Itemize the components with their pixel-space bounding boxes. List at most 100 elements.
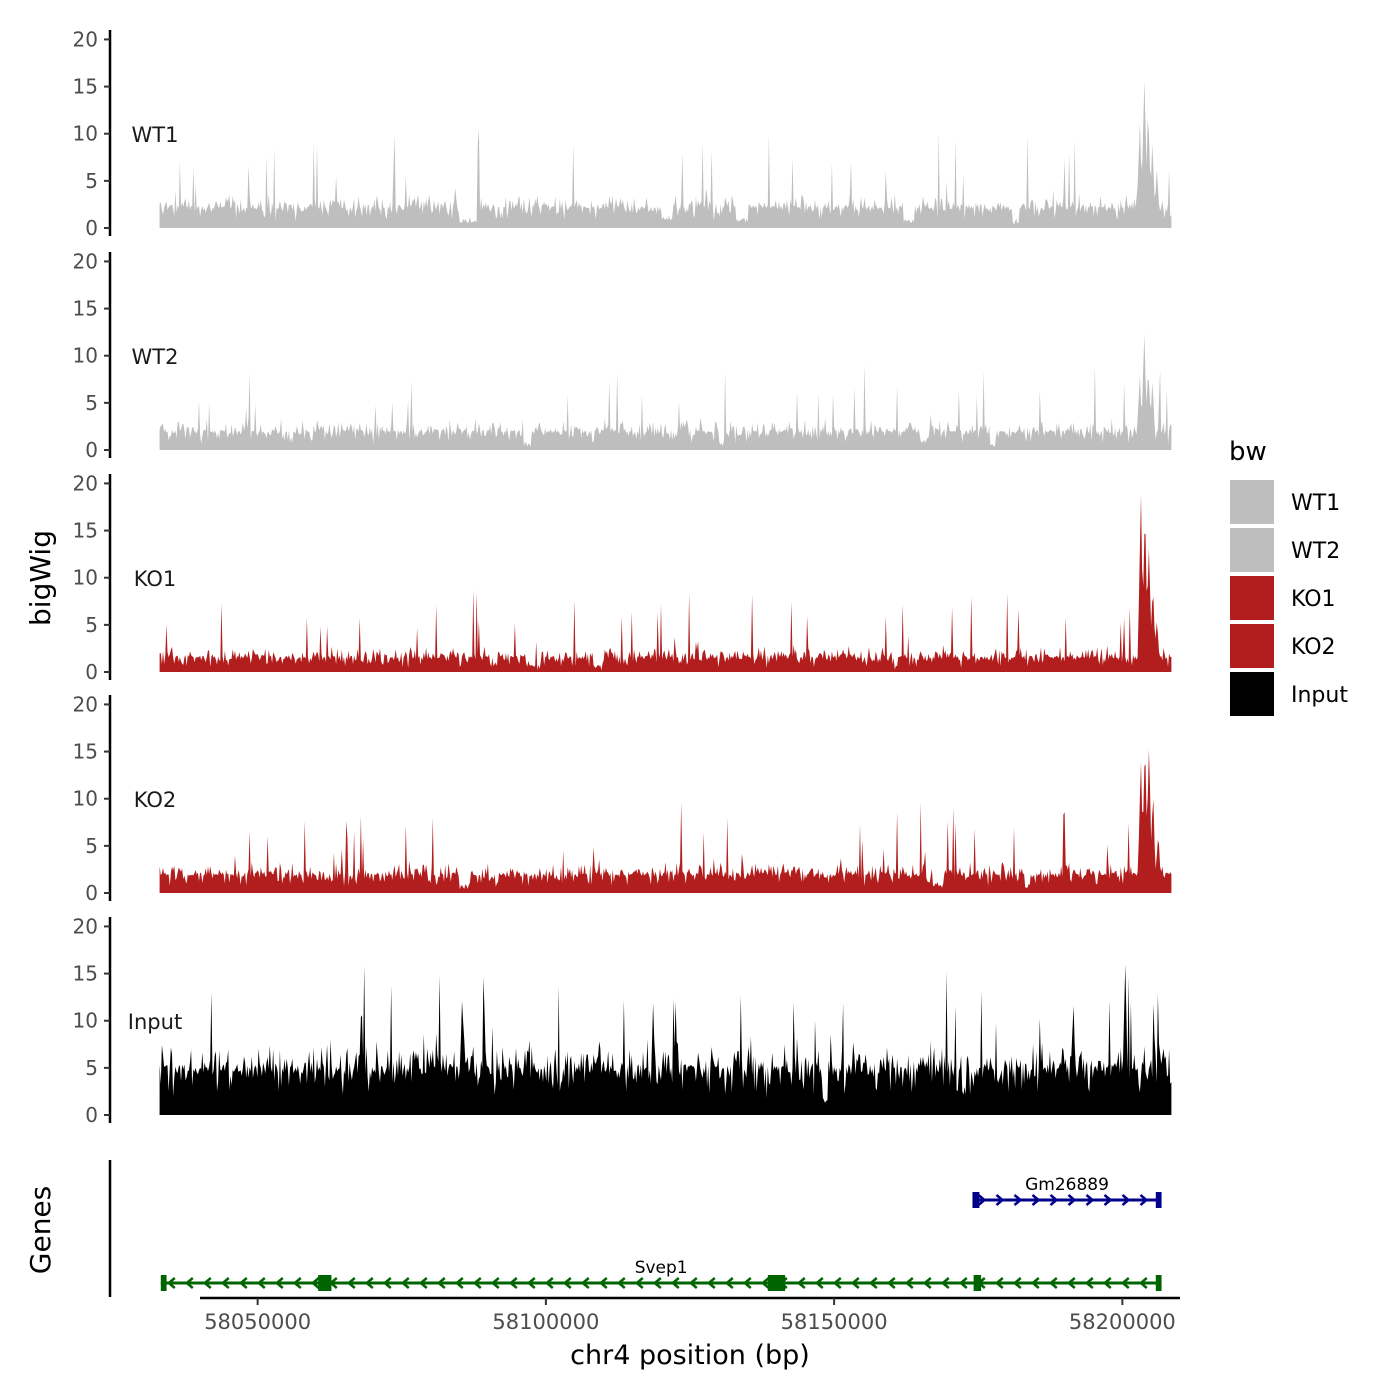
strand-arrow: [490, 1277, 500, 1289]
track-label-ko2: KO2: [134, 788, 177, 812]
strand-arrow: [994, 1277, 1004, 1289]
strand-arrow: [1012, 1277, 1022, 1289]
strand-arrow: [562, 1277, 572, 1289]
gene-svep1: Svep1: [160, 1258, 1162, 1291]
exon: [318, 1275, 332, 1291]
genes-axis-title: Genes: [24, 1186, 57, 1274]
y-tick-label: 15: [73, 962, 98, 986]
legend-label-wt2: WT2: [1291, 539, 1340, 564]
strand-arrow: [238, 1277, 248, 1289]
exon: [767, 1275, 786, 1291]
x-axis: 58050000 58100000 58150000 58200000: [200, 1296, 1180, 1334]
strand-arrow: [526, 1277, 536, 1289]
strand-arrow: [454, 1277, 464, 1289]
legend-swatch-wt2: [1230, 528, 1274, 572]
strand-arrow: [1084, 1277, 1094, 1289]
y-tick-label: 15: [73, 297, 98, 321]
strand-arrow: [364, 1277, 374, 1289]
gene-label: Gm26889: [1025, 1175, 1109, 1195]
y-axis-title: bigWig: [24, 530, 57, 626]
strand-arrow: [670, 1277, 680, 1289]
y-tick-label: 20: [73, 914, 98, 938]
y-tick-label: 10: [73, 566, 98, 590]
strand-arrow: [1138, 1277, 1148, 1289]
strand-arrow: [166, 1277, 176, 1289]
strand-arrow: [436, 1277, 446, 1289]
strand-arrow: [886, 1277, 896, 1289]
legend-label-ko1: KO1: [1291, 587, 1336, 612]
strand-arrow: [616, 1277, 626, 1289]
strand-arrow: [995, 1194, 1005, 1206]
track-ko2: 0 5 10 15 20 KO2: [73, 692, 1172, 905]
strand-arrow: [1066, 1277, 1076, 1289]
track-label-wt1: WT1: [132, 123, 179, 147]
y-tick-label: 5: [85, 613, 98, 637]
y-tick-label: 20: [73, 692, 98, 716]
y-tick-label: 20: [73, 27, 98, 51]
strand-arrow: [346, 1277, 356, 1289]
strand-arrow: [706, 1277, 716, 1289]
y-tick-label: 0: [85, 216, 98, 240]
y-tick-label: 10: [73, 1009, 98, 1033]
legend-swatch-ko1: [1230, 576, 1274, 620]
y-tick-label: 0: [85, 1103, 98, 1127]
track-wt1: 0 5 10 15 20 WT1: [73, 27, 1172, 240]
y-tick-label: 0: [85, 660, 98, 684]
exon: [972, 1192, 980, 1208]
x-tick-label: 58100000: [492, 1310, 599, 1334]
strand-arrow: [652, 1277, 662, 1289]
strand-arrow: [796, 1277, 806, 1289]
y-tick-label: 5: [85, 1056, 98, 1080]
track-wt2: 0 5 10 15 20 WT2: [73, 249, 1172, 462]
strand-arrow: [598, 1277, 608, 1289]
exon: [973, 1275, 982, 1291]
track-input: 0 5 10 15 20 Input: [73, 914, 1172, 1127]
strand-arrow: [868, 1277, 878, 1289]
strand-arrow: [202, 1277, 212, 1289]
y-tick-label: 5: [85, 169, 98, 193]
strand-arrow: [904, 1277, 914, 1289]
strand-arrow: [418, 1277, 428, 1289]
legend-title: bw: [1229, 437, 1267, 467]
y-tick-label: 20: [73, 249, 98, 273]
strand-arrow: [1031, 1194, 1041, 1206]
legend: bw WT1 WT2 KO1 KO2 Input: [1229, 437, 1348, 716]
gene-label: Svep1: [635, 1258, 688, 1278]
exon: [1155, 1192, 1162, 1208]
strand-arrow: [274, 1277, 284, 1289]
legend-swatch-input: [1230, 672, 1274, 716]
y-tick-label: 5: [85, 834, 98, 858]
strand-arrow: [256, 1277, 266, 1289]
strand-arrow: [184, 1277, 194, 1289]
strand-arrow: [634, 1277, 644, 1289]
y-tick-label: 15: [73, 519, 98, 543]
strand-arrow: [508, 1277, 518, 1289]
strand-arrow: [977, 1194, 987, 1206]
legend-label-wt1: WT1: [1291, 491, 1340, 516]
track-label-input: Input: [128, 1010, 182, 1034]
coverage-area-ko2: [159, 749, 1172, 893]
exon: [160, 1275, 167, 1291]
x-tick-label: 58150000: [781, 1310, 888, 1334]
strand-arrow: [382, 1277, 392, 1289]
strand-arrow: [1013, 1194, 1023, 1206]
strand-arrow: [850, 1277, 860, 1289]
legend-swatch-wt1: [1230, 480, 1274, 524]
strand-arrow: [472, 1277, 482, 1289]
strand-arrow: [310, 1277, 320, 1289]
coverage-area-wt1: [159, 80, 1172, 228]
y-tick-label: 5: [85, 391, 98, 415]
y-tick-label: 15: [73, 75, 98, 99]
y-tick-label: 10: [73, 122, 98, 146]
coverage-area-wt2: [159, 333, 1172, 450]
strand-arrow: [580, 1277, 590, 1289]
x-tick-label: 58050000: [204, 1310, 311, 1334]
strand-arrow: [922, 1277, 932, 1289]
strand-arrow: [544, 1277, 554, 1289]
strand-arrow: [814, 1277, 824, 1289]
y-tick-label: 15: [73, 740, 98, 764]
strand-arrow: [1067, 1194, 1077, 1206]
strand-arrow: [742, 1277, 752, 1289]
strand-arrow: [1120, 1277, 1130, 1289]
